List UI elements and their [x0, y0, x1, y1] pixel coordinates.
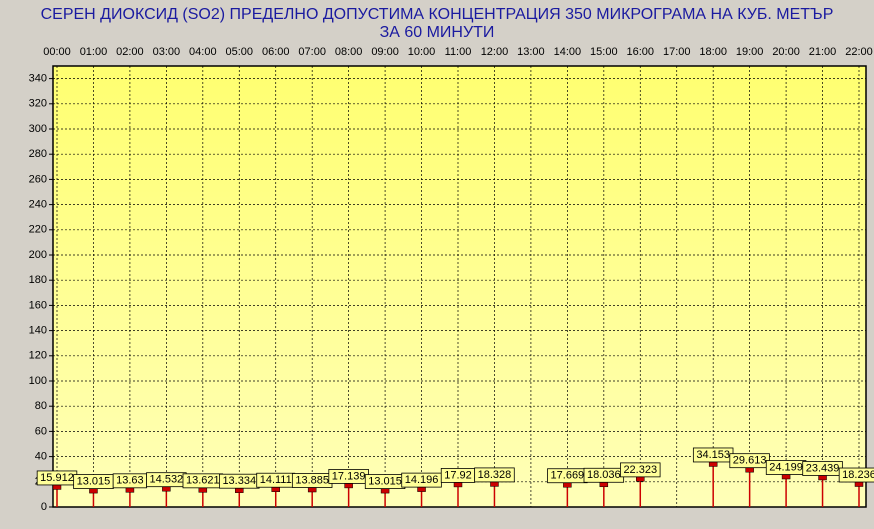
value-label: 17.92: [444, 469, 472, 481]
x-tick-label: 20:00: [772, 46, 800, 58]
value-label: 29.613: [733, 455, 767, 467]
x-tick-label: 14:00: [554, 46, 582, 58]
x-tick-label: 11:00: [445, 46, 472, 58]
value-label: 23.439: [806, 462, 840, 474]
x-tick-label: 13:00: [517, 46, 545, 58]
y-tick-label: 220: [29, 224, 47, 236]
x-tick-label: 12:00: [481, 46, 509, 58]
value-label: 13.621: [186, 475, 220, 487]
value-label: 13.334: [222, 475, 256, 487]
y-tick-label: 80: [35, 400, 47, 412]
value-label-box: [620, 462, 661, 478]
x-tick-label: 22:00: [845, 46, 873, 58]
value-label: 13.63: [116, 475, 144, 487]
y-tick-label: 160: [29, 299, 47, 311]
y-tick-label: 120: [29, 350, 47, 362]
y-tick-label: 260: [29, 173, 47, 185]
y-tick-label: 180: [29, 274, 47, 286]
x-tick-label: 01:00: [80, 46, 108, 58]
chart-title: СЕРЕН ДИОКСИД (SO2) ПРЕДЕЛНО ДОПУСТИМА К…: [41, 6, 834, 23]
y-tick-label: 320: [29, 98, 47, 110]
y-tick-label: 100: [29, 375, 47, 387]
y-tick-label: 340: [29, 73, 47, 85]
value-label: 15.912: [40, 472, 74, 484]
y-tick-label: 0: [41, 501, 47, 513]
x-tick-label: 10:00: [408, 46, 436, 58]
x-tick-label: 08:00: [335, 46, 363, 58]
x-tick-label: 16:00: [627, 46, 655, 58]
value-label: 17.139: [332, 470, 366, 482]
y-tick-label: 300: [29, 123, 47, 135]
value-label-box: [474, 467, 515, 483]
value-label: 18.328: [478, 469, 512, 481]
value-label: 22.323: [623, 464, 657, 476]
y-tick-label: 280: [29, 148, 47, 160]
x-tick-label: 17:00: [663, 46, 691, 58]
value-label-box: [838, 467, 874, 483]
value-label: 14.196: [405, 474, 439, 486]
x-tick-label: 15:00: [590, 46, 618, 58]
y-tick-label: 240: [29, 199, 47, 211]
x-tick-label: 00:00: [43, 46, 71, 58]
x-tick-label: 03:00: [153, 46, 181, 58]
value-label: 24.199: [769, 461, 803, 473]
y-tick-label: 200: [29, 249, 47, 261]
value-label: 17.669: [551, 470, 585, 482]
x-tick-label: 02:00: [116, 46, 144, 58]
value-label: 18.036: [587, 469, 621, 481]
x-tick-label: 19:00: [736, 46, 764, 58]
y-tick-label: 40: [35, 451, 47, 463]
value-label: 18.236: [842, 469, 874, 481]
value-label: 13.015: [77, 476, 111, 488]
value-label: 14.111: [260, 474, 292, 486]
x-tick-label: 18:00: [699, 46, 727, 58]
y-tick-label: 60: [35, 425, 47, 437]
chart-subtitle: ЗА 60 МИНУТИ: [380, 24, 495, 41]
x-tick-label: 07:00: [298, 46, 326, 58]
value-label: 34.153: [696, 449, 730, 461]
x-tick-label: 06:00: [262, 46, 290, 58]
value-label: 13.885: [295, 474, 329, 486]
value-label: 13.015: [368, 476, 402, 488]
plot-area: [52, 65, 867, 508]
x-tick-label: 05:00: [226, 46, 254, 58]
y-tick-label: 140: [29, 325, 47, 337]
value-label: 14.532: [150, 474, 184, 486]
x-tick-label: 09:00: [371, 46, 399, 58]
x-tick-label: 21:00: [809, 46, 837, 58]
x-tick-label: 04:00: [189, 46, 217, 58]
